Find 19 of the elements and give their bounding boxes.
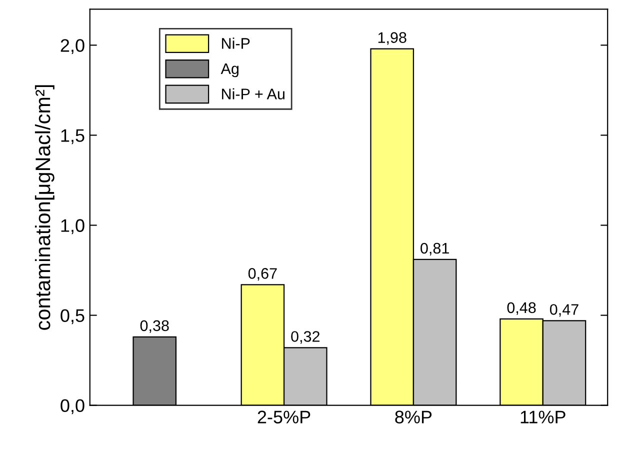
- y-axis-title: contamination[μgNacl/cm²]: [34, 85, 54, 330]
- data-label: 0,48: [507, 302, 536, 315]
- data-label: 0,38: [140, 320, 169, 333]
- data-label: 0,47: [550, 304, 578, 317]
- y-tick-label: 2,0: [60, 39, 84, 54]
- data-label: 1,98: [378, 32, 406, 45]
- y-tick-label: 1,0: [61, 219, 84, 234]
- data-label: 0,67: [248, 268, 277, 281]
- data-label: 0,32: [291, 331, 320, 344]
- x-tick-label: 11%P: [520, 410, 566, 424]
- y-tick-label: 0,0: [60, 399, 84, 414]
- y-tick-label: 0,5: [60, 309, 84, 324]
- legend-label: Ag: [220, 63, 238, 78]
- data-label: 0,81: [420, 242, 449, 256]
- x-tick-label: 8%P: [395, 410, 432, 424]
- legend-label: Ni-P + Au: [222, 88, 284, 100]
- legend-label: Ni-P: [222, 38, 250, 49]
- y-tick-label: 1,5: [61, 129, 84, 144]
- x-tick-label: 2-5%P: [258, 410, 310, 424]
